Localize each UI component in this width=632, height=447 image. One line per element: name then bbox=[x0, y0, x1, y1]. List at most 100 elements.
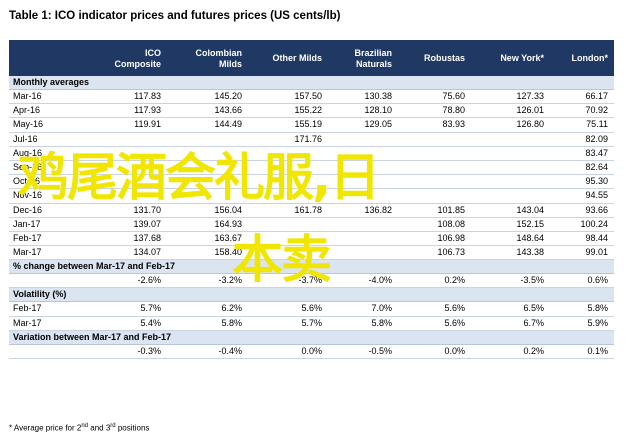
table-cell: 78.80 bbox=[442, 105, 465, 116]
table-cell: 163.67 bbox=[214, 232, 242, 243]
table-cell: 130.38 bbox=[364, 91, 392, 101]
table-cell: 7.0% bbox=[371, 303, 392, 314]
table-cell: 0.0% bbox=[444, 345, 465, 356]
table-cell: 144.49 bbox=[214, 119, 242, 130]
table-cell: 98.44 bbox=[585, 232, 608, 243]
row-label: Jul-16 bbox=[13, 133, 38, 144]
table-cell: 6.5% bbox=[523, 303, 544, 314]
table-cell bbox=[398, 161, 471, 174]
footnote: * Average price for 2nd and 3rd position… bbox=[9, 423, 150, 433]
table-row: Mar-17 134.07 158.40 106.73 143.38 99.01 bbox=[9, 246, 614, 261]
column-header: New York* bbox=[500, 53, 544, 63]
row-label: Oct-16 bbox=[13, 176, 41, 187]
row-label: Apr-16 bbox=[13, 105, 41, 116]
table-cell bbox=[328, 218, 398, 231]
row-label: Mar-17 bbox=[13, 247, 42, 258]
column-header: ICO Composite bbox=[114, 47, 161, 69]
table-cell: 158.40 bbox=[214, 247, 242, 258]
table-cell: 101.85 bbox=[437, 204, 465, 215]
table-cell bbox=[471, 147, 550, 160]
row-label: Nov-16 bbox=[13, 190, 43, 201]
table-cell: 145.20 bbox=[214, 91, 242, 101]
table-cell bbox=[248, 218, 328, 231]
watermark-text: 鸡尾酒会礼服,日 bbox=[18, 149, 380, 208]
table-title: Table 1: ICO indicator prices and future… bbox=[9, 10, 341, 22]
table-row: Jan-17 139.07 164.93 108.08 152.15 100.24 bbox=[9, 218, 614, 232]
table-row: -0.3% -0.4% 0.0% -0.5% 0.0% 0.2% 0.1% bbox=[9, 345, 614, 359]
table-cell: 6.2% bbox=[221, 303, 242, 314]
table-cell: 0.1% bbox=[587, 345, 608, 356]
table-cell: 161.78 bbox=[294, 204, 322, 215]
table-cell bbox=[328, 246, 398, 259]
table-cell: 95.30 bbox=[585, 176, 608, 187]
table-cell: 171.76 bbox=[294, 133, 322, 144]
row-label: Jan-17 bbox=[13, 218, 41, 229]
table-cell: 5.6% bbox=[444, 317, 465, 328]
table-cell: 82.64 bbox=[585, 161, 608, 172]
table-cell: 0.0% bbox=[301, 345, 322, 356]
table-cell: -3.2% bbox=[218, 275, 242, 286]
row-label: Feb-17 bbox=[13, 232, 42, 243]
table-cell bbox=[111, 133, 167, 146]
table-cell: 136.82 bbox=[364, 204, 392, 215]
table-cell bbox=[398, 175, 471, 188]
change-rows: -2.6% -3.2% -3.7% -4.0% 0.2% -3.5% 0.6% bbox=[9, 274, 614, 289]
table-cell: -4.0% bbox=[368, 275, 392, 286]
table-cell: 137.68 bbox=[133, 232, 161, 243]
volatility-rows: Feb-17 5.7% 6.2% 5.6% 7.0% 5.6% 6.5% 5.8% Mar-17… bbox=[9, 302, 614, 331]
table-cell: 143.04 bbox=[516, 204, 544, 215]
table-cell bbox=[398, 147, 471, 160]
table-cell bbox=[471, 161, 550, 174]
table-cell bbox=[398, 189, 471, 202]
table-row: Apr-16 117.93 143.66 155.22 128.10 78.80 126.0… bbox=[9, 104, 614, 119]
table-cell: 75.11 bbox=[586, 119, 608, 130]
table-row: -2.6% -3.2% -3.7% -4.0% 0.2% -3.5% 0.6% bbox=[9, 274, 614, 289]
table-row: Aug-16 83.47 bbox=[9, 147, 614, 161]
table-cell: 5.8% bbox=[221, 317, 242, 328]
table-cell: -3.7% bbox=[298, 275, 322, 286]
column-header: Other Milds bbox=[272, 53, 322, 63]
table-cell: -2.6% bbox=[137, 275, 161, 286]
table-cell: 139.07 bbox=[133, 218, 161, 229]
table-cell: 93.66 bbox=[585, 204, 608, 215]
table-cell: -3.5% bbox=[520, 275, 544, 286]
row-label bbox=[9, 274, 111, 287]
table-row: Sep-16 82.64 bbox=[9, 161, 614, 176]
table-cell: 155.19 bbox=[294, 119, 322, 130]
table-row: May-16 119.91 144.49 155.19 129.05 83.93 126.8… bbox=[9, 118, 614, 133]
table-cell: 100.24 bbox=[580, 218, 608, 229]
table-cell: 83.47 bbox=[585, 147, 608, 158]
table-cell: 128.10 bbox=[364, 105, 392, 116]
table-row: Dec-16 131.70 156.04 161.78 136.82 101.85 143.… bbox=[9, 204, 614, 218]
table-cell bbox=[398, 133, 471, 146]
table-cell: 0.6% bbox=[587, 275, 608, 286]
table-row: Mar-16 117.83 145.20 157.50 130.38 75.60 127.3… bbox=[9, 90, 614, 105]
table-cell: 127.33 bbox=[516, 91, 544, 101]
table-cell: 0.2% bbox=[444, 275, 465, 286]
table-cell bbox=[471, 133, 550, 146]
table-cell: 164.93 bbox=[214, 218, 242, 229]
table-cell bbox=[167, 133, 248, 146]
table-cell: 129.05 bbox=[364, 119, 392, 130]
table-cell: 119.91 bbox=[134, 119, 161, 130]
table-cell: 83.93 bbox=[442, 119, 465, 130]
variation-rows: -0.3% -0.4% 0.0% -0.5% 0.0% 0.2% 0.1% bbox=[9, 345, 614, 359]
table-cell: 117.83 bbox=[134, 91, 161, 101]
row-label: Aug-16 bbox=[13, 147, 43, 158]
table-cell bbox=[328, 133, 398, 146]
column-header: London* bbox=[571, 53, 609, 63]
table-cell: 5.7% bbox=[301, 317, 322, 328]
row-label: Dec-16 bbox=[13, 204, 43, 215]
row-label: May-16 bbox=[13, 119, 44, 130]
section-header: Volatility (%) bbox=[9, 288, 614, 303]
table-cell: 106.73 bbox=[437, 247, 465, 258]
row-label: Mar-16 bbox=[13, 91, 42, 101]
table-row: Nov-16 94.55 bbox=[9, 189, 614, 204]
table-cell: 117.93 bbox=[134, 105, 161, 116]
section-header: Variation between Mar-17 and Feb-17 bbox=[9, 330, 614, 345]
table-cell: 70.92 bbox=[585, 105, 608, 116]
table-cell: 0.2% bbox=[523, 345, 544, 356]
table-row: Jul-16 171.76 82.09 bbox=[9, 133, 614, 147]
table-cell: 148.64 bbox=[516, 232, 544, 243]
table-cell: 157.50 bbox=[294, 91, 322, 101]
